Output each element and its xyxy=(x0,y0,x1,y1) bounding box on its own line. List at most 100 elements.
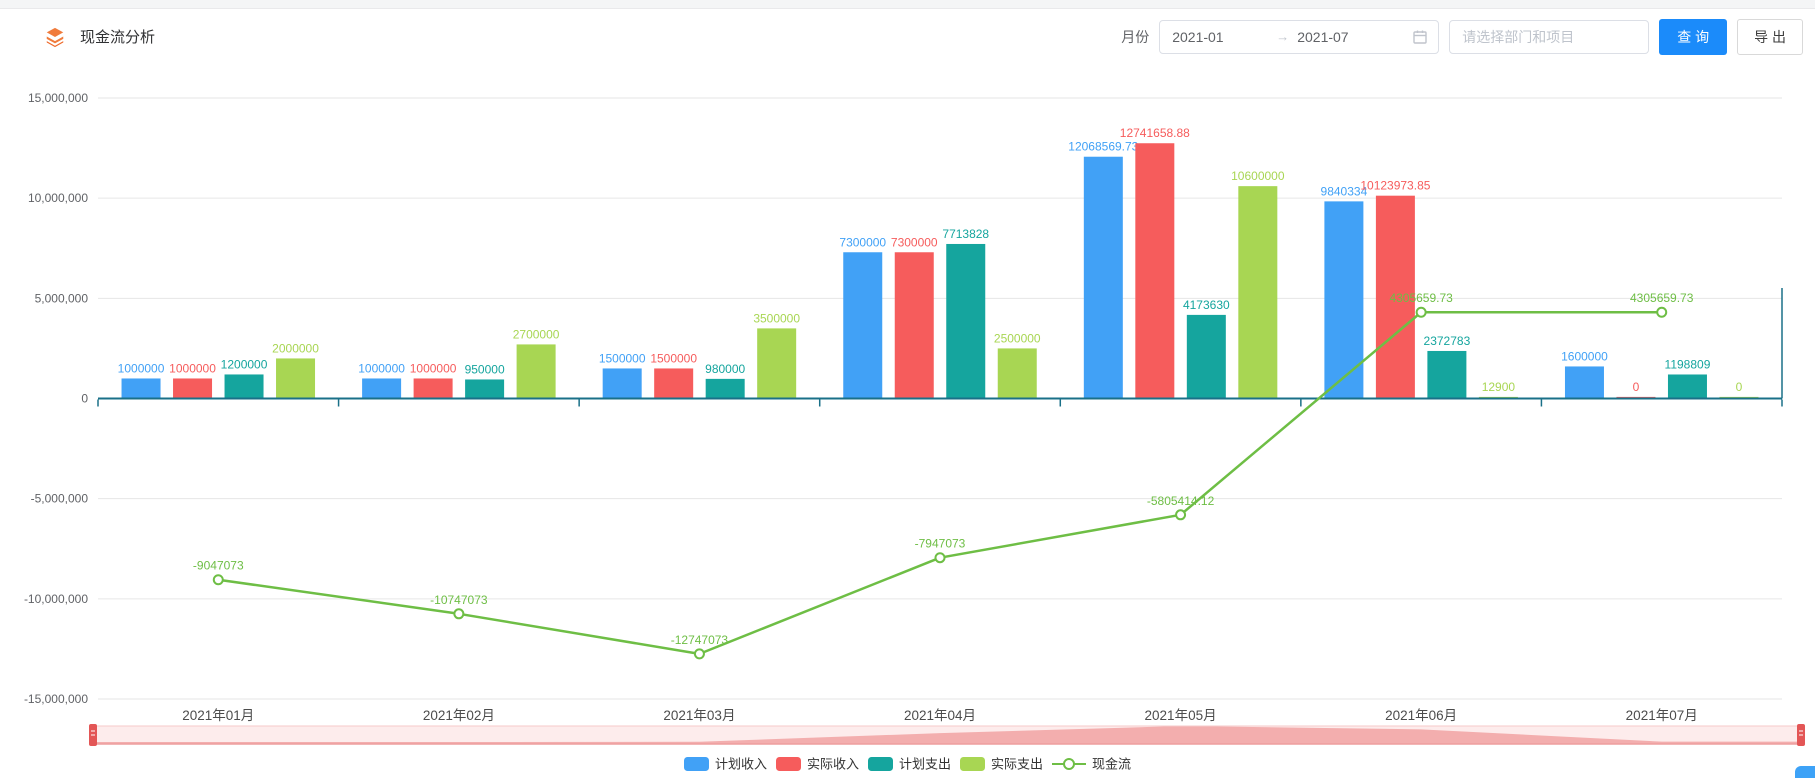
bar-s1-c2[interactable] xyxy=(654,368,694,399)
bar-s1-c4[interactable] xyxy=(1135,143,1175,399)
legend-label: 现金流 xyxy=(1092,757,1131,772)
y-axis-label: -15,000,000 xyxy=(24,692,88,706)
bar-label: 1000000 xyxy=(410,361,457,375)
line-label: -7947073 xyxy=(915,537,966,551)
bar-label: 3500000 xyxy=(753,311,800,325)
bar-label: 4173630 xyxy=(1183,298,1230,312)
bar-label: 12900 xyxy=(1482,380,1516,394)
line-label: 4305659.73 xyxy=(1389,291,1453,305)
bar-s2-c1[interactable] xyxy=(465,379,505,399)
legend-label: 实际收入 xyxy=(807,757,859,772)
bar-label: 1000000 xyxy=(118,361,165,375)
date-range-picker[interactable]: → xyxy=(1159,19,1440,54)
bar-label: 7300000 xyxy=(839,235,886,249)
legend-item-3[interactable]: 实际支出 xyxy=(960,757,1043,772)
bar-label: 1500000 xyxy=(599,351,646,365)
bar-s2-c2[interactable] xyxy=(705,378,745,399)
line-label: -10747073 xyxy=(430,593,488,607)
bar-s1-c0[interactable] xyxy=(173,378,213,399)
legend-item-1[interactable]: 实际收入 xyxy=(776,757,859,772)
legend-item-2[interactable]: 计划支出 xyxy=(868,757,951,772)
y-axis-label: 15,000,000 xyxy=(28,91,88,105)
bar-label: 10600000 xyxy=(1231,169,1285,183)
bar-s0-c5[interactable] xyxy=(1324,201,1364,399)
bar-label: 10123973.85 xyxy=(1360,179,1430,193)
bar-s2-c0[interactable] xyxy=(224,374,264,399)
line-point-4[interactable] xyxy=(1175,509,1187,521)
line-point-5[interactable] xyxy=(1415,306,1427,318)
bar-label: 9840334 xyxy=(1321,184,1368,198)
bar-label: 980000 xyxy=(705,362,745,376)
bar-s1-c5[interactable] xyxy=(1375,195,1415,399)
bar-label: 1200000 xyxy=(221,357,268,371)
legend-label: 计划收入 xyxy=(715,757,767,772)
legend-label: 实际支出 xyxy=(991,757,1043,772)
legend-swatch xyxy=(776,757,801,771)
legend-label: 计划支出 xyxy=(899,757,951,772)
bar-s2-c4[interactable] xyxy=(1186,314,1226,399)
line-label: 4305659.73 xyxy=(1630,291,1694,305)
date-end-input[interactable] xyxy=(1295,27,1396,46)
x-axis-label: 2021年05月 xyxy=(1145,708,1217,723)
bar-label: 12068569.73 xyxy=(1068,140,1138,154)
bar-s2-c5[interactable] xyxy=(1427,350,1467,399)
legend-swatch xyxy=(868,757,893,771)
month-label: 月份 xyxy=(1121,28,1150,45)
legend-swatch xyxy=(684,757,709,771)
page-header: 现金流分析 月份 → 查 询 导 出 xyxy=(0,9,1815,64)
bar-s0-c1[interactable] xyxy=(362,378,402,399)
datazoom-shadow xyxy=(93,726,1801,744)
brand: 现金流分析 xyxy=(44,26,155,48)
bar-label: 0 xyxy=(1633,380,1640,394)
y-axis-label: -5,000,000 xyxy=(31,492,89,506)
line-point-0[interactable] xyxy=(212,574,224,586)
query-button[interactable]: 查 询 xyxy=(1659,18,1728,55)
bar-label: 1500000 xyxy=(650,351,697,365)
line-label: -5805414.12 xyxy=(1147,494,1215,508)
department-project-select[interactable] xyxy=(1449,19,1650,54)
bar-s0-c2[interactable] xyxy=(602,368,642,399)
bar-s2-c6[interactable] xyxy=(1667,374,1707,399)
bar-s2-c3[interactable] xyxy=(946,243,986,399)
x-axis-label: 2021年01月 xyxy=(182,708,254,723)
bar-s0-c0[interactable] xyxy=(121,378,161,399)
line-label: -12747073 xyxy=(671,633,729,647)
bar-label: 1600000 xyxy=(1561,349,1608,363)
bar-s3-c3[interactable] xyxy=(997,348,1037,399)
bar-s0-c3[interactable] xyxy=(843,252,883,399)
line-point-3[interactable] xyxy=(934,552,946,564)
date-start-input[interactable] xyxy=(1170,27,1271,46)
bar-s3-c1[interactable] xyxy=(516,344,556,399)
bar-s1-c3[interactable] xyxy=(894,252,934,399)
floating-widget[interactable] xyxy=(1795,766,1815,778)
legend-item-4[interactable]: 现金流 xyxy=(1052,757,1131,772)
bar-s3-c4[interactable] xyxy=(1238,186,1278,399)
bar-label: 2700000 xyxy=(513,327,560,341)
bar-s3-c0[interactable] xyxy=(276,358,316,399)
legend-item-0[interactable]: 计划收入 xyxy=(684,757,767,772)
line-point-1[interactable] xyxy=(453,608,465,620)
bar-s1-c1[interactable] xyxy=(413,378,453,399)
bar-label: 1000000 xyxy=(358,361,405,375)
bar-label: 0 xyxy=(1736,380,1743,394)
legend-line-marker xyxy=(1063,758,1075,770)
x-axis-label: 2021年03月 xyxy=(663,708,735,723)
range-separator: → xyxy=(1276,29,1290,44)
top-strip xyxy=(0,0,1815,9)
bar-s0-c4[interactable] xyxy=(1083,156,1123,399)
header-controls: 月份 → 查 询 导 出 xyxy=(1121,18,1803,55)
bar-label: 2372783 xyxy=(1424,334,1471,348)
legend-swatch xyxy=(960,757,985,771)
bar-s0-c6[interactable] xyxy=(1564,366,1604,399)
bar-label: 1198809 xyxy=(1665,357,1711,371)
bar-label: 1000000 xyxy=(169,361,216,375)
bar-label: 7300000 xyxy=(891,235,938,249)
x-axis-label: 2021年04月 xyxy=(904,708,976,723)
line-point-6[interactable] xyxy=(1656,306,1668,318)
export-button[interactable]: 导 出 xyxy=(1737,18,1803,55)
x-axis-label: 2021年02月 xyxy=(423,708,495,723)
calendar-icon[interactable] xyxy=(1412,29,1428,45)
layers-icon xyxy=(44,26,66,48)
bar-s3-c2[interactable] xyxy=(757,328,797,399)
line-point-2[interactable] xyxy=(693,648,705,660)
